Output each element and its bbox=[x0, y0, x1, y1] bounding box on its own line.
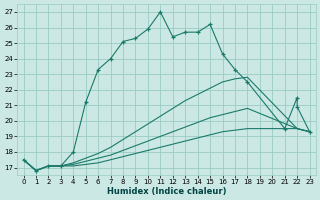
X-axis label: Humidex (Indice chaleur): Humidex (Indice chaleur) bbox=[107, 187, 226, 196]
